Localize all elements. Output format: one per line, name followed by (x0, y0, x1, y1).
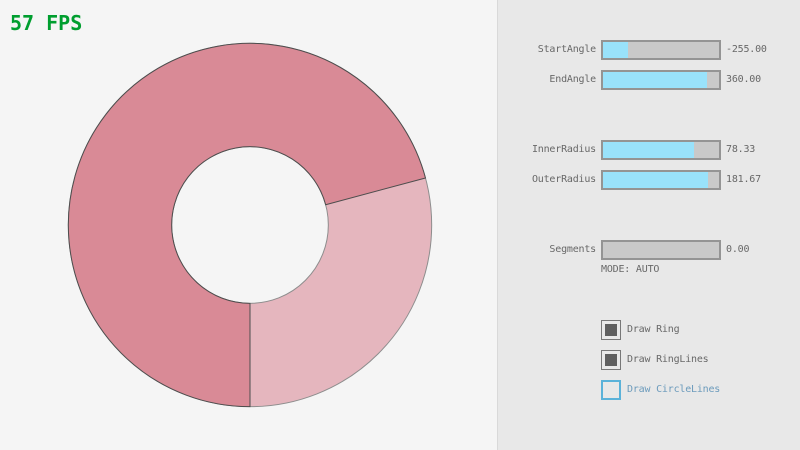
ring-shape (67, 42, 427, 408)
slider-value-segments: 0.00 (726, 244, 750, 255)
slider-fill (603, 142, 694, 158)
slider-value-outerradius: 181.67 (726, 174, 761, 185)
fps-counter: 57 FPS (10, 11, 83, 35)
slider-value-innerradius: 78.33 (726, 144, 756, 155)
ring-drawing (67, 42, 433, 408)
segments-slider[interactable] (601, 240, 721, 260)
slider-value-startangle: -255.00 (726, 44, 767, 55)
draw-ring-checkbox[interactable] (601, 320, 621, 340)
endangle-slider[interactable] (601, 70, 721, 90)
slider-fill (603, 72, 707, 88)
slider-fill (603, 172, 708, 188)
slider-value-endangle: 360.00 (726, 74, 761, 85)
draw-circlelines-checkbox[interactable] (601, 380, 621, 400)
mode-label: MODE: AUTO (601, 264, 660, 275)
slider-label-outerradius: OuterRadius (531, 174, 596, 185)
slider-label-endangle: EndAngle (549, 74, 596, 85)
slider-label-innerradius: InnerRadius (531, 144, 596, 155)
controls-panel: StartAngle -255.00 EndAngle 360.00 Inner… (497, 0, 800, 450)
slider-label-segments: Segments (549, 244, 596, 255)
innerradius-slider[interactable] (601, 140, 721, 160)
outerradius-slider[interactable] (601, 170, 721, 190)
slider-label-startangle: StartAngle (537, 44, 596, 55)
slider-fill (603, 42, 628, 58)
startangle-slider[interactable] (601, 40, 721, 60)
draw-circlelines-checkbox-label: Draw CircleLines (627, 384, 721, 395)
draw-ringlines-checkbox[interactable] (601, 350, 621, 370)
draw-ringlines-checkbox-label: Draw RingLines (627, 354, 709, 365)
draw-ring-checkbox-label: Draw Ring (627, 324, 680, 335)
